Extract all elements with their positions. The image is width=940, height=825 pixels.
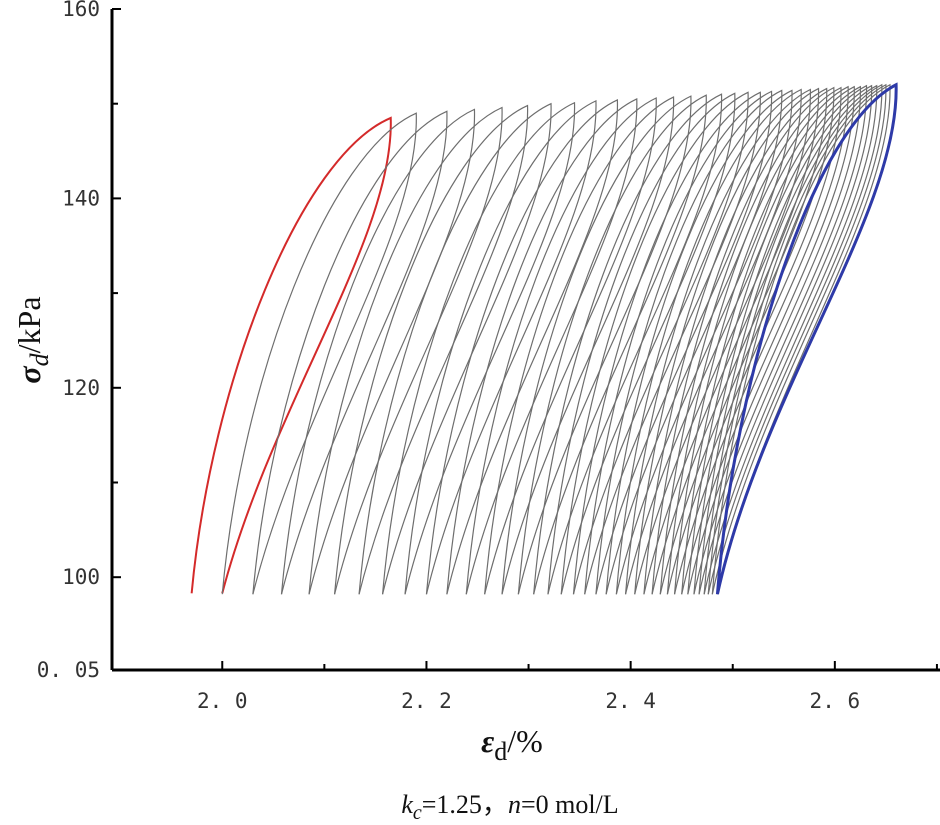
y-axis-label: σd/kPa: [11, 296, 54, 383]
x-sub: d: [494, 737, 507, 766]
hysteresis-loop: [707, 83, 887, 595]
hysteresis-loop: [666, 85, 849, 595]
hysteresis-loop: [698, 84, 878, 595]
hysteresis-loop: [308, 106, 503, 595]
caption: kc=1.25，n=0 mol/L: [401, 790, 618, 824]
caption-n: n: [508, 790, 521, 819]
hysteresis-loop: [484, 96, 675, 595]
y-symbol: σ: [11, 366, 47, 384]
hysteresis-loop: [634, 87, 820, 595]
hysteresis-loop: [687, 84, 868, 595]
y-sub: d: [25, 352, 54, 366]
hysteresis-loop: [190, 116, 392, 594]
hysteresis-loop: [572, 91, 761, 595]
hysteresis-loop: [595, 89, 783, 595]
hysteresis-loop: [280, 108, 476, 595]
x-tick-label: 2. 2: [401, 689, 452, 713]
hysteresis-loop: [651, 86, 835, 595]
caption-k-val: =1.25，: [422, 790, 508, 819]
caption-k: k: [401, 790, 413, 819]
x-axis-label: εd/%: [481, 723, 543, 766]
hysteresis-loop: [659, 86, 842, 595]
hysteresis-loop: [703, 83, 883, 595]
hysteresis-loop: [381, 101, 576, 595]
hysteresis-loop: [517, 94, 707, 595]
hysteresis-loop: [358, 102, 552, 595]
x-tick-label: 2. 6: [810, 689, 861, 713]
hysteresis-loop: [711, 83, 891, 595]
x-symbol: ε: [481, 723, 494, 759]
y-tick-label: 120: [62, 376, 100, 400]
y-tick-label: 160: [62, 0, 100, 21]
hysteresis-loop: [333, 104, 529, 595]
hysteresis-loop: [681, 85, 861, 595]
hysteresis-loop: [404, 99, 597, 595]
hysteresis-loop: [624, 88, 811, 595]
hysteresis-loop: [221, 112, 417, 595]
caption-k-sub: c: [413, 802, 422, 824]
hysteresis-loop: [693, 84, 873, 595]
y-tick-label: 140: [62, 186, 100, 210]
caption-n-val: =0 mol/L: [521, 790, 619, 819]
hysteresis-loop: [446, 98, 638, 595]
y-tick-label: 0. 05: [37, 658, 100, 682]
hysteresis-loop: [425, 98, 618, 595]
hysteresis-loop: [465, 97, 657, 595]
hysteresis-loop: [560, 91, 749, 595]
hysteresis-loop: [584, 90, 773, 595]
y-tick-label: 100: [62, 565, 100, 589]
hysteresis-loop: [715, 82, 898, 595]
hysteresis-loop: [501, 95, 692, 595]
x-unit: /%: [507, 723, 543, 759]
x-tick-label: 2. 4: [605, 689, 656, 713]
hysteresis-loop: [252, 110, 448, 595]
y-unit: /kPa: [11, 296, 47, 353]
x-tick-label: 2. 0: [197, 689, 248, 713]
hysteresis-loop: [533, 93, 723, 595]
hysteresis-loop: [615, 88, 802, 595]
